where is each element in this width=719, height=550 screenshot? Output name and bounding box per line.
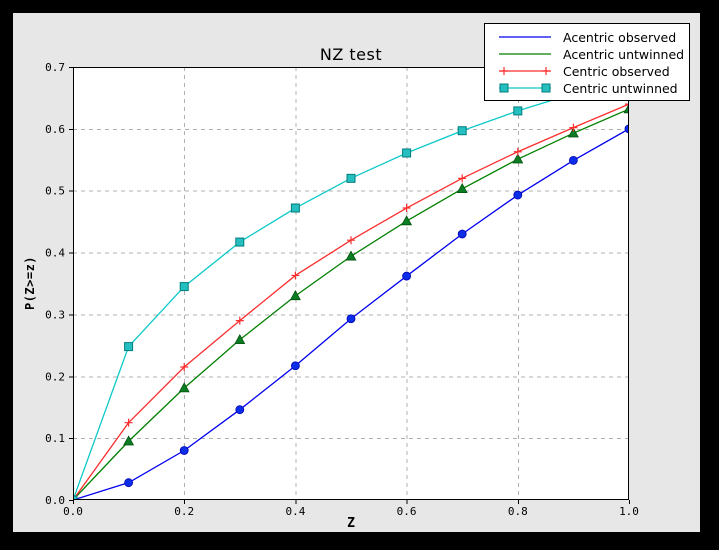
square-marker bbox=[513, 106, 523, 116]
y-tick-label: 0.6 bbox=[45, 123, 65, 136]
triangle-marker bbox=[345, 250, 357, 261]
legend-item-label: Acentric observed bbox=[563, 29, 677, 45]
tick-marks bbox=[69, 67, 630, 504]
x-axis-label: Z bbox=[347, 516, 355, 531]
circle-marker bbox=[568, 156, 578, 165]
y-tick-label: 0.1 bbox=[45, 432, 65, 445]
plus-marker bbox=[235, 316, 244, 325]
x-tick-label: 0.4 bbox=[285, 505, 305, 518]
legend-row: Centric untwinned bbox=[497, 80, 683, 96]
circle-marker bbox=[124, 478, 133, 488]
triangle-marker bbox=[456, 183, 468, 194]
legend-line-sample bbox=[499, 53, 551, 55]
square-marker bbox=[541, 83, 551, 93]
plus-marker bbox=[124, 418, 133, 427]
legend-line-sample bbox=[499, 83, 551, 93]
legend: Acentric observed Acentric untwinned Centr… bbox=[484, 23, 690, 101]
series-acentric-observed bbox=[73, 124, 629, 500]
square-marker bbox=[290, 203, 300, 213]
circle-marker bbox=[235, 405, 245, 415]
triangle-marker bbox=[567, 127, 579, 138]
square-marker bbox=[179, 282, 189, 292]
circle-marker bbox=[346, 314, 356, 324]
y-tick-label: 0.7 bbox=[45, 61, 65, 74]
legend-row: Centric observed bbox=[497, 63, 683, 79]
x-tick-label: 0.8 bbox=[508, 505, 528, 518]
legend-item-label: Centric untwinned bbox=[563, 80, 678, 96]
square-marker bbox=[124, 342, 134, 352]
square-marker bbox=[457, 126, 467, 136]
tick-labels: 0.0 0.2 0.4 0.6 0.8 1.0 0.0 0.1 0.2 0.3 0.4 0.5 0.6 0… bbox=[45, 61, 639, 518]
y-tick-label: 0.5 bbox=[45, 185, 65, 198]
y-tick-label: 0.3 bbox=[45, 308, 65, 321]
plot-svg: 0.0 0.2 0.4 0.6 0.8 1.0 0.0 0.1 0.2 0.3 0.4 0.5 0.6 0… bbox=[45, 61, 639, 518]
square-marker bbox=[235, 237, 245, 247]
circle-marker bbox=[179, 446, 189, 455]
plus-marker bbox=[569, 123, 578, 132]
legend-item-label: Acentric untwinned bbox=[563, 46, 685, 62]
circle-marker bbox=[402, 271, 412, 281]
x-tick-label: 1.0 bbox=[619, 505, 639, 518]
x-tick-label: 0.6 bbox=[397, 505, 417, 518]
triangle-marker bbox=[234, 333, 246, 344]
axes-border bbox=[73, 67, 629, 500]
triangle-marker bbox=[401, 215, 413, 226]
y-axis-label: P(Z>=z) bbox=[23, 255, 37, 311]
plot-background bbox=[73, 67, 629, 500]
plus-marker bbox=[347, 236, 355, 245]
square-marker bbox=[346, 173, 356, 183]
triangle-marker bbox=[623, 103, 629, 114]
plot-area: 0.0 0.2 0.4 0.6 0.8 1.0 0.0 0.1 0.2 0.3 0.4 0.5 0.6 0… bbox=[45, 61, 639, 518]
plus-marker bbox=[500, 67, 508, 75]
plus-marker bbox=[180, 363, 189, 372]
circle-marker bbox=[513, 190, 523, 200]
plus-marker bbox=[542, 67, 550, 75]
y-tick-label: 0.0 bbox=[45, 494, 65, 507]
x-tick-label: 0.0 bbox=[63, 505, 83, 518]
x-tick-label: 0.2 bbox=[174, 505, 194, 518]
square-marker bbox=[499, 83, 509, 93]
chart-title: NZ test bbox=[319, 45, 383, 64]
legend-line-sample bbox=[499, 67, 551, 75]
y-tick-label: 0.4 bbox=[45, 247, 65, 260]
square-marker bbox=[73, 495, 78, 500]
triangle-marker bbox=[512, 153, 524, 164]
series-centric-observed bbox=[73, 100, 629, 500]
legend-item-label: Centric observed bbox=[563, 63, 670, 79]
plus-marker bbox=[625, 100, 629, 109]
circle-marker bbox=[290, 361, 300, 371]
legend-row: Acentric observed bbox=[497, 29, 683, 45]
plus-marker bbox=[458, 174, 467, 183]
triangle-marker bbox=[289, 290, 301, 301]
legend-line-sample bbox=[499, 36, 551, 38]
plus-marker bbox=[513, 147, 522, 156]
figure-canvas: NZ test P(Z>=z) 0.0 0.2 0.4 0.6 0.8 1.0 0.0 0.1… bbox=[13, 13, 700, 532]
plus-marker bbox=[291, 271, 300, 280]
square-marker bbox=[402, 148, 412, 158]
plus-marker bbox=[402, 204, 411, 213]
triangle-marker bbox=[178, 382, 190, 393]
triangle-marker bbox=[123, 435, 135, 446]
legend-row: Acentric untwinned bbox=[497, 46, 685, 62]
circle-marker bbox=[457, 229, 467, 239]
y-tick-label: 0.2 bbox=[45, 370, 65, 383]
